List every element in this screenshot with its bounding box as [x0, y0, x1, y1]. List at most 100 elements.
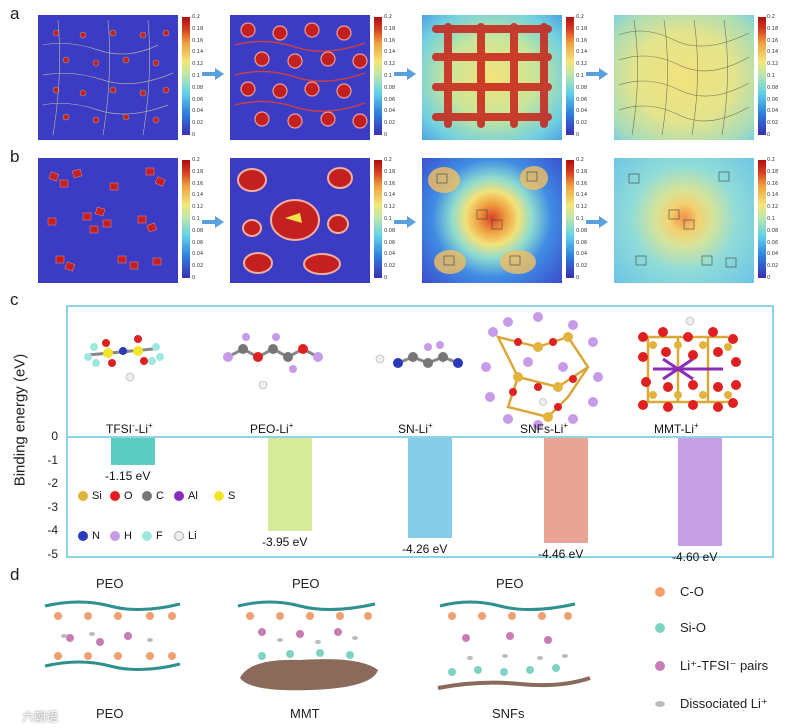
panel-label-a: a: [10, 4, 20, 23]
sim-a2-pattern: [234, 22, 368, 129]
y-tick-label-2: -2: [47, 476, 58, 490]
peo-top-label-2: PEO: [292, 576, 320, 591]
si-atom-icon: [78, 491, 88, 501]
peo-top-label-1: PEO: [96, 576, 124, 591]
s-atom-icon: [214, 491, 224, 501]
y-tick-label-1: -1: [47, 452, 58, 467]
tfsi-molecule: [84, 335, 164, 382]
sim-b2-pattern: [237, 167, 353, 275]
sn-molecule: [375, 341, 463, 368]
colorbar-b3: [566, 160, 574, 278]
legend-si: Si: [78, 490, 102, 502]
label-tfsi-li: TFSI--Li+: [106, 421, 153, 436]
sim-b3: [422, 158, 562, 283]
panel-label-c: c: [10, 290, 19, 309]
bar-1: [268, 438, 312, 531]
f-atom-icon: [142, 531, 152, 541]
legend-li-tfsi-pairs: Li⁺-TFSI⁻ pairs: [680, 658, 769, 673]
al-atom-icon: [174, 491, 184, 501]
legend-o: O: [110, 490, 133, 502]
peo-peo-schematic: [44, 600, 181, 672]
peo-mmt-schematic: [237, 600, 378, 691]
h-atom-icon: [110, 531, 120, 541]
panel-label-d: d: [10, 565, 20, 584]
legend-li: Li: [174, 530, 197, 542]
label-snfs-li: SNFs-Li+: [520, 421, 569, 436]
snfs-structure: [481, 312, 603, 430]
o-atom-icon: [110, 491, 120, 501]
peo-snfs-schematic: [437, 600, 591, 690]
arrow-right-icon: [394, 68, 416, 80]
bar-0: [111, 438, 155, 466]
legend-s: S: [214, 490, 235, 502]
sim-a4-pattern: [618, 19, 750, 136]
y-tick-label-0: 0: [51, 429, 58, 443]
bar-4: [678, 438, 722, 547]
arrow-right-icon: [586, 68, 608, 80]
label-peo-li: PEO-Li+: [250, 421, 294, 436]
legend-si-o: Si-O: [680, 620, 706, 635]
arrow-right-icon: [586, 216, 608, 228]
arrow-right-icon: [202, 216, 224, 228]
c-atom-icon: [142, 491, 152, 501]
sim-b3-pattern: [428, 166, 548, 274]
li-tfsi-pair-icon: [655, 661, 665, 671]
watermark: 六朝语: [22, 710, 59, 724]
sim-a2: [230, 15, 370, 140]
colorbar-a2: [374, 17, 382, 135]
panel-d-schematic: [44, 587, 665, 707]
sim-a1: [38, 15, 178, 140]
li-atom-icon: [174, 531, 184, 541]
sim-b1-pattern: [47, 167, 166, 272]
y-tick-label-5: -5: [47, 546, 58, 561]
legend-al: Al: [174, 490, 198, 502]
bar-value-label-4: -4.60 eV: [672, 550, 718, 565]
legend-c: C: [142, 490, 164, 502]
legend-dissociated-li: Dissociated Li⁺: [680, 696, 768, 711]
bar-3: [544, 438, 588, 543]
bar-value-label-2: -4.26 eV: [402, 542, 448, 557]
y-tick-label-4: -4: [47, 523, 58, 537]
mmt-structure: [638, 316, 741, 412]
zero-axis-line: [68, 436, 772, 438]
c-o-icon: [655, 587, 665, 597]
molecule-structures: [84, 312, 741, 430]
y-tick-label-3: -3: [47, 499, 58, 514]
label-mmt-li: MMT-Li+: [654, 421, 699, 436]
sim-a1-pattern: [42, 19, 174, 136]
sim-b4-pattern: [628, 171, 737, 268]
peo-bottom-label: PEO: [96, 706, 124, 721]
sim-a4: [614, 15, 754, 140]
legend-n: N: [78, 530, 100, 542]
bar-value-label-3: -4.46 eV: [538, 546, 584, 561]
sim-b2: [230, 158, 370, 283]
arrow-right-icon: [394, 216, 416, 228]
snfs-bottom-label: SNFs: [492, 706, 525, 721]
colorbar-b4: [758, 160, 766, 278]
legend-c-o: C-O: [680, 584, 704, 599]
bar-value-label-1: -3.95 eV: [262, 534, 308, 549]
arrow-right-icon: [202, 68, 224, 80]
si-o-icon: [655, 623, 665, 633]
y-axis-title: Binding energy (eV): [11, 353, 29, 487]
sim-b4: [614, 158, 754, 283]
bar-value-label-0: -1.15 eV: [105, 469, 151, 484]
peo-top-label-3: PEO: [496, 576, 524, 591]
peo-molecule: [223, 333, 323, 390]
mmt-bottom-label: MMT: [290, 706, 320, 721]
legend-h: H: [110, 530, 132, 542]
panel-label-b: b: [10, 147, 20, 166]
label-sn-li: SN-Li+: [398, 421, 433, 436]
sim-b1: [38, 158, 178, 283]
dissociated-li-icon: [655, 701, 665, 707]
colorbar-a1: [182, 17, 190, 135]
sim-a3: [422, 15, 562, 140]
n-atom-icon: [78, 531, 88, 541]
legend-f: F: [142, 530, 163, 542]
sim-a3-pattern: [432, 23, 552, 128]
binding-energy-chart: TFSI--Li+ PEO-Li+ SN-Li+ SNFs-Li+ MMT-Li…: [66, 305, 774, 564]
colorbar-a3: [566, 17, 574, 135]
colorbar-a4: [758, 17, 766, 135]
bar-2: [408, 438, 452, 539]
colorbar-b2: [374, 160, 382, 278]
